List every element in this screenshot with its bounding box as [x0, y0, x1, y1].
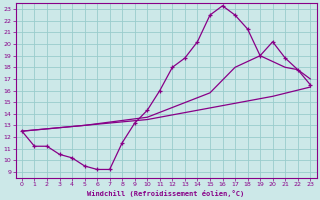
X-axis label: Windchill (Refroidissement éolien,°C): Windchill (Refroidissement éolien,°C) [87, 190, 245, 197]
